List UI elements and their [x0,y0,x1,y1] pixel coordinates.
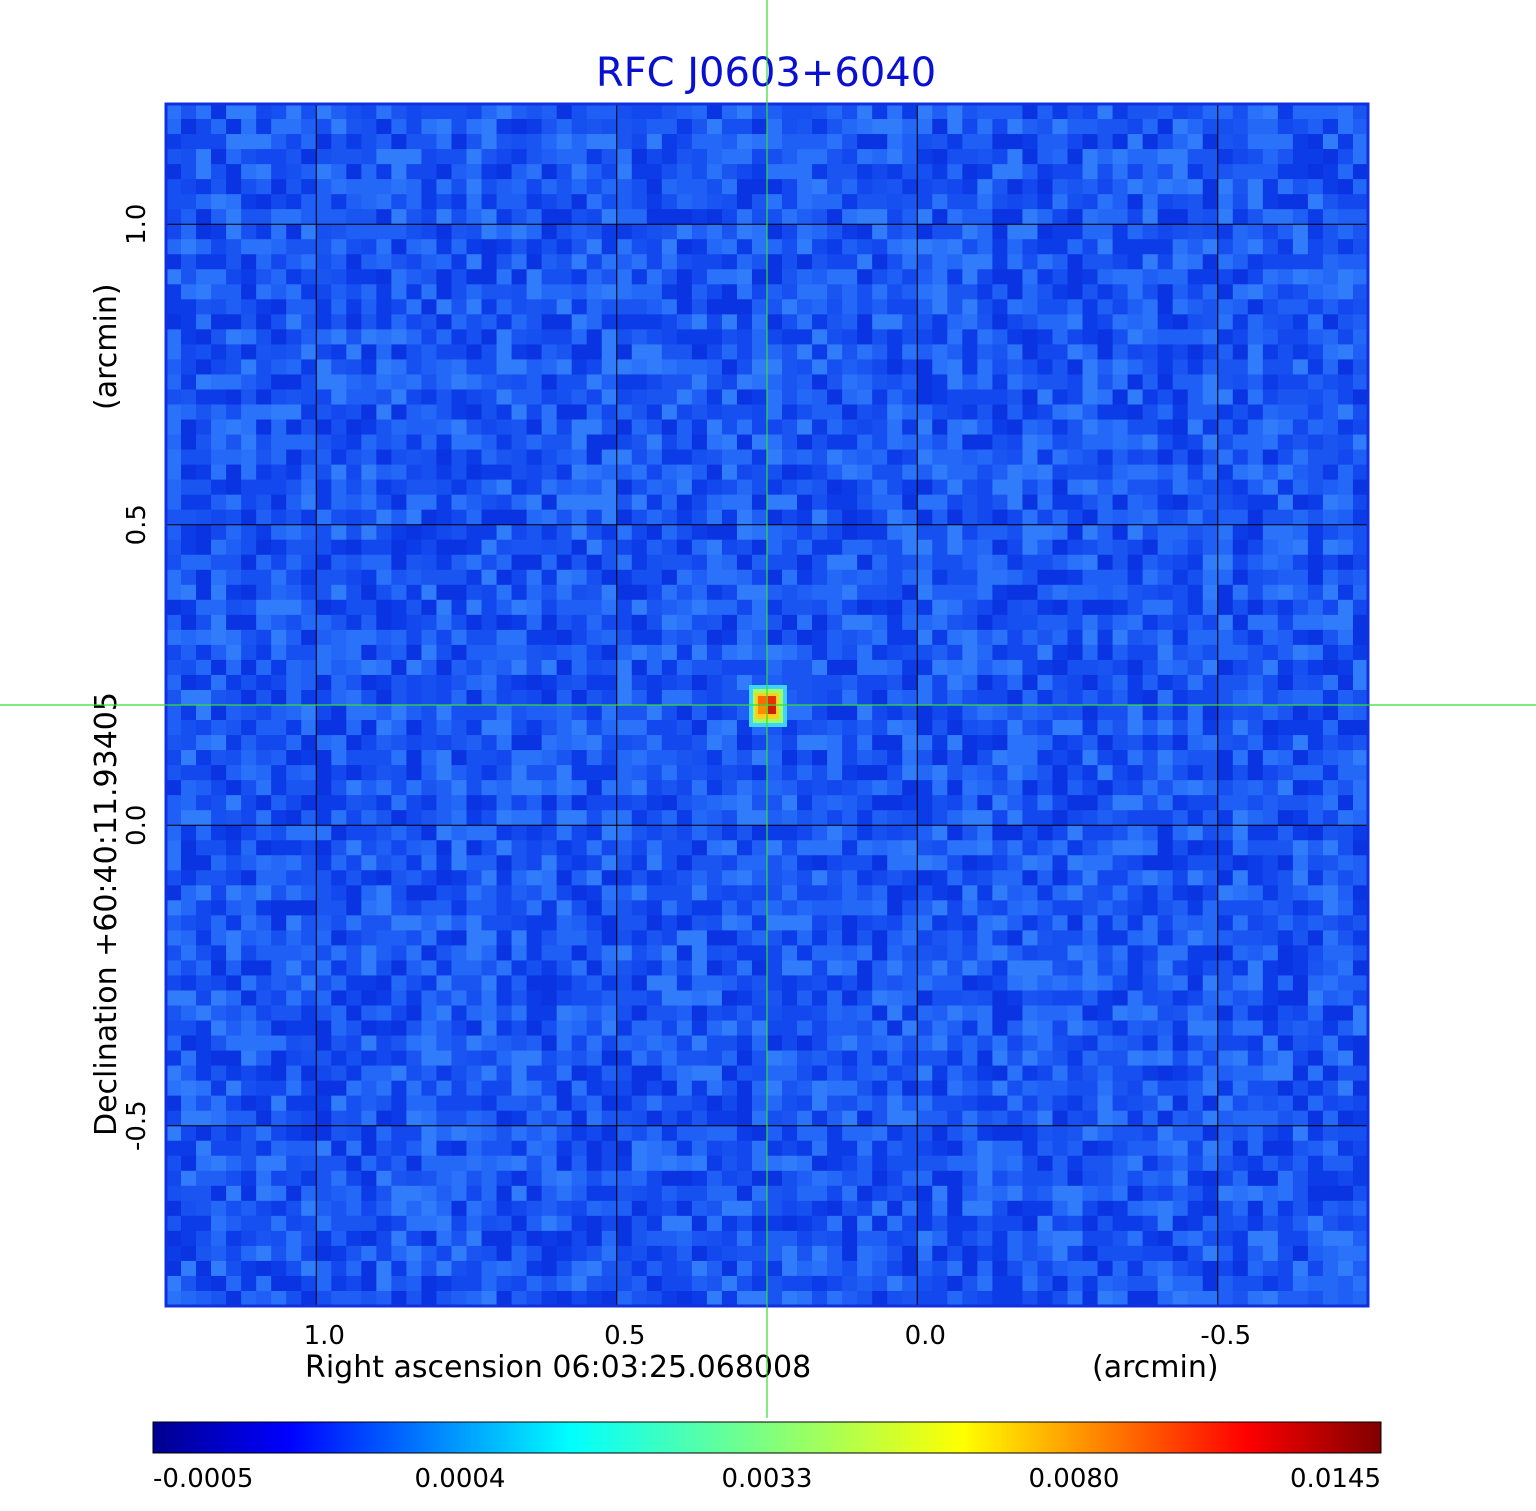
y-tick-labels: 1.0 0.5 0.0 -0.5 [122,204,152,1152]
x-tick-label: 0.0 [905,1321,946,1351]
x-axis-unit: (arcmin) [1092,1350,1219,1385]
y-tick-label: 0.0 [122,805,152,846]
colorbar-tick-labels: -0.0005 0.0004 0.0033 0.0080 0.0145 [153,1464,1381,1494]
map-pixels [166,104,1368,1306]
x-tick-labels: 1.0 0.5 0.0 -0.5 [304,1321,1252,1351]
x-tick-label: 1.0 [304,1321,345,1351]
colorbar-tick-label: 0.0080 [1029,1464,1120,1494]
x-tick-label: -0.5 [1200,1321,1251,1351]
radio-source [749,685,787,727]
x-axis-label: Right ascension 06:03:25.068008 [305,1350,811,1385]
crosshair [0,0,1536,1418]
y-tick-label: 1.0 [122,204,152,245]
x-tick-label: 0.5 [604,1321,645,1351]
y-tick-label: 0.5 [122,504,152,545]
y-axis-label: Declination +60:40:11.93405 [89,692,124,1136]
y-axis-unit: (arcmin) [89,283,124,410]
colorbar-tick-label: 0.0145 [1290,1464,1381,1494]
colorbar [152,1421,1382,1454]
colorbar-tick-label: 0.0004 [415,1464,506,1494]
colorbar-tick-label: 0.0033 [722,1464,813,1494]
y-tick-label: -0.5 [122,1100,152,1151]
chart-title: RFC J0603+6040 [596,50,936,96]
colorbar-tick-label: -0.0005 [153,1464,253,1494]
